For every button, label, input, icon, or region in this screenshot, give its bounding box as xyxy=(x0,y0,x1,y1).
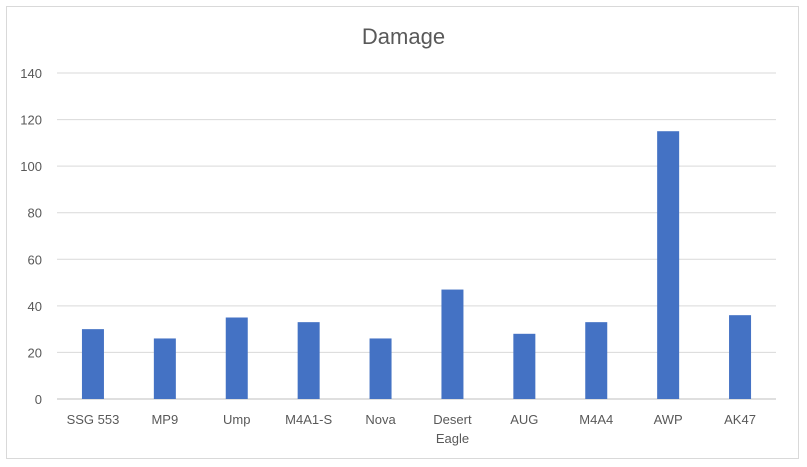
x-tick-label: Desert Eagle xyxy=(433,412,472,446)
bar-9 xyxy=(657,131,680,399)
y-tick-label: 100 xyxy=(20,159,42,174)
bar-7 xyxy=(513,333,536,399)
y-tick-label: 40 xyxy=(28,299,42,314)
x-tick-label: Nova xyxy=(365,412,396,427)
y-tick-label: 140 xyxy=(20,66,42,81)
y-tick-label: 0 xyxy=(35,392,42,407)
y-tick-label: 60 xyxy=(28,252,42,267)
bar-10 xyxy=(729,315,752,399)
x-tick-label: Ump xyxy=(223,412,250,427)
x-tick-label: M4A1-S xyxy=(285,412,332,427)
x-tick-label: MP9 xyxy=(151,412,178,427)
x-tick-label: AK47 xyxy=(724,412,756,427)
bar-1 xyxy=(81,329,104,399)
bar-4 xyxy=(297,322,320,399)
bar-8 xyxy=(585,322,608,399)
y-tick-label: 120 xyxy=(20,113,42,128)
x-tick-label: M4A4 xyxy=(579,412,613,427)
y-tick-label: 80 xyxy=(28,206,42,221)
bar-5 xyxy=(369,338,392,399)
x-tick-label: AWP xyxy=(654,412,683,427)
bar-6 xyxy=(441,289,464,399)
bar-3 xyxy=(225,317,248,399)
y-tick-label: 20 xyxy=(28,345,42,360)
x-tick-label: AUG xyxy=(510,412,538,427)
bar-2 xyxy=(153,338,176,399)
x-tick-label: SSG 553 xyxy=(67,412,120,427)
chart-title: Damage xyxy=(361,24,446,49)
